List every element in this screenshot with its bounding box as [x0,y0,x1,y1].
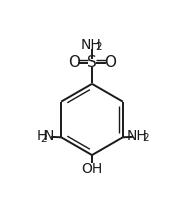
Text: 2: 2 [142,133,148,143]
Text: N: N [43,129,54,143]
Text: O: O [68,55,80,70]
Text: 2: 2 [96,42,102,52]
Text: O: O [104,55,116,70]
Text: OH: OH [81,162,103,176]
Text: S: S [87,55,97,70]
Text: NH: NH [80,38,101,52]
Text: 2: 2 [40,134,47,144]
Text: H: H [37,129,47,143]
Text: NH: NH [127,129,147,143]
